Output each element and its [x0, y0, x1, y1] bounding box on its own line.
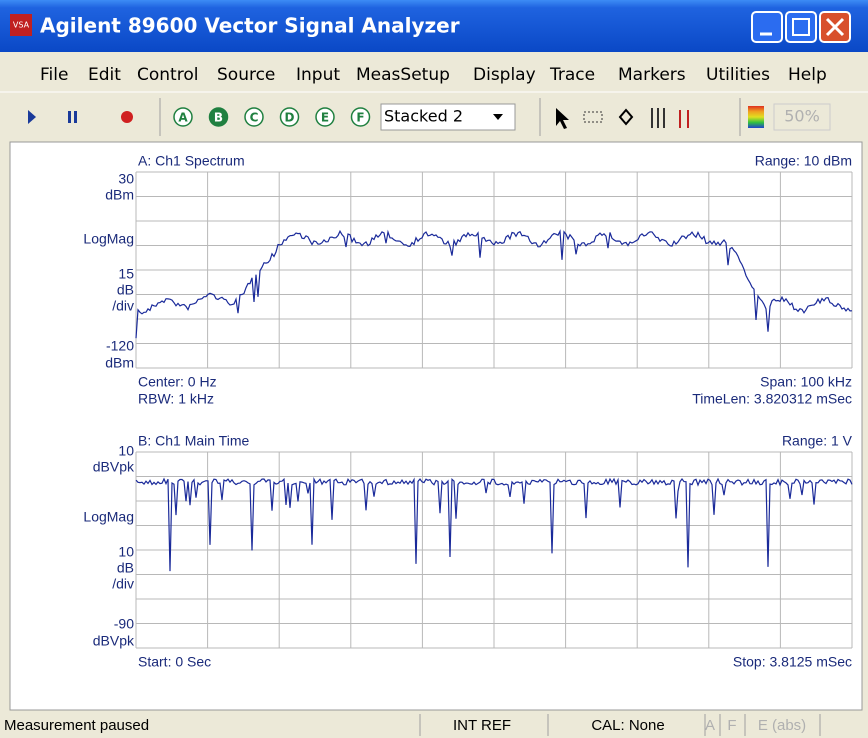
- color-tool[interactable]: [748, 106, 764, 128]
- menu-item[interactable]: Edit: [88, 65, 121, 85]
- y-axis-label: LogMag: [83, 231, 134, 247]
- title-bar: [0, 0, 868, 52]
- trace: [135, 229, 853, 339]
- trace-button[interactable]: [279, 107, 300, 127]
- pane-footer: RBW: 1 kHz: [138, 391, 214, 407]
- zoom-tool[interactable]: [583, 111, 603, 123]
- status-field: CAL: None: [591, 717, 664, 734]
- status-field: Measurement paused: [4, 717, 149, 734]
- y-axis-label: LogMag: [83, 509, 134, 525]
- marker-tool[interactable]: [618, 108, 634, 126]
- trace-button-label: F: [356, 111, 364, 125]
- y-axis-label: 30: [118, 171, 134, 187]
- menu-item[interactable]: Markers: [618, 65, 686, 85]
- status-field: A: [705, 717, 715, 734]
- menu-item[interactable]: Source: [217, 65, 275, 85]
- app-icon-text: VSA: [13, 21, 30, 30]
- window-title: Agilent 89600 Vector Signal Analyzer: [40, 14, 460, 38]
- trace-button-label: A: [178, 111, 188, 125]
- pane-footer: Start: 0 Sec: [138, 654, 211, 670]
- menu-item[interactable]: Display: [473, 65, 536, 85]
- pane-range: Range: 10 dBm: [755, 153, 852, 169]
- zoom-value: 50%: [784, 107, 820, 126]
- maximize-button[interactable]: [785, 11, 817, 43]
- pause-button[interactable]: [68, 111, 71, 123]
- grid: [135, 171, 853, 369]
- y-axis-label: -120: [106, 338, 134, 354]
- y-axis-label: /div: [112, 298, 134, 314]
- trace-button[interactable]: [208, 107, 229, 127]
- y-axis-label: 10: [118, 544, 134, 560]
- trace-button-label: E: [321, 111, 329, 125]
- status-field: E (abs): [758, 717, 806, 734]
- app-icon: [10, 14, 32, 36]
- record-button[interactable]: [121, 111, 133, 123]
- trace-button[interactable]: [315, 107, 335, 127]
- menu-item[interactable]: File: [40, 65, 68, 85]
- menu-item[interactable]: Trace: [549, 65, 595, 85]
- menu-bar: File Edit Control Source Input MeasSetup Displ…: [40, 65, 827, 85]
- menu-item[interactable]: Utilities: [706, 65, 770, 85]
- panes: A: Ch1 Spectrum Range: 10 dBm30dBmLogMag1…: [83, 153, 852, 670]
- zoom-box[interactable]: [773, 103, 831, 131]
- trace-button[interactable]: [350, 107, 371, 127]
- trace-button-label: C: [250, 111, 259, 125]
- pane-footer: TimeLen: 3.820312 mSec: [692, 391, 852, 407]
- y-axis-label: -90: [114, 616, 134, 632]
- trace: [135, 476, 853, 572]
- trace-button[interactable]: [244, 107, 264, 127]
- band-tool[interactable]: [651, 108, 665, 128]
- trace-button[interactable]: [173, 107, 193, 127]
- display-area: [9, 141, 863, 711]
- status-field: INT REF: [453, 717, 511, 734]
- y-axis-label: dB: [117, 282, 134, 298]
- pane-footer: Stop: 3.8125 mSec: [733, 654, 852, 670]
- minimize-button[interactable]: [751, 11, 783, 43]
- toolbar: Stacked 2 50%: [28, 98, 831, 136]
- window-controls: [751, 11, 851, 43]
- y-axis-label: dBVpk: [93, 459, 135, 475]
- layout-value: Stacked 2: [384, 107, 463, 126]
- pane-range: Range: 1 V: [782, 433, 853, 449]
- status-bar: [0, 712, 868, 738]
- layout-dropdown[interactable]: [380, 103, 516, 131]
- y-axis-label: 15: [118, 266, 134, 282]
- y-axis-label: dB: [117, 560, 134, 576]
- menu-item[interactable]: Input: [296, 65, 340, 85]
- trace-buttons: A B C D E F: [173, 107, 371, 127]
- y-axis-label: dBm: [105, 355, 134, 371]
- pane-title: A: Ch1 Spectrum: [138, 153, 245, 169]
- status-field: F: [727, 717, 736, 734]
- pane-title: B: Ch1 Main Time: [138, 433, 249, 449]
- menu-item[interactable]: MeasSetup: [356, 65, 450, 85]
- y-axis-label: 10: [118, 443, 134, 459]
- status-fields: Measurement paused INT REF CAL: None A F E (a…: [4, 714, 821, 736]
- y-axis-label: dBm: [105, 187, 134, 203]
- y-axis-label: dBVpk: [93, 633, 135, 649]
- menu-item[interactable]: Control: [137, 65, 198, 85]
- delta-tool[interactable]: [679, 110, 689, 128]
- pane-footer: Span: 100 kHz: [760, 374, 852, 390]
- play-button[interactable]: [28, 110, 36, 124]
- pane-footer: Center: 0 Hz: [138, 374, 217, 390]
- y-axis-label: /div: [112, 576, 134, 592]
- pointer-tool[interactable]: [556, 108, 569, 129]
- trace-button-label: B: [214, 111, 223, 125]
- menu-item[interactable]: Help: [788, 65, 827, 85]
- trace-button-label: D: [285, 111, 295, 125]
